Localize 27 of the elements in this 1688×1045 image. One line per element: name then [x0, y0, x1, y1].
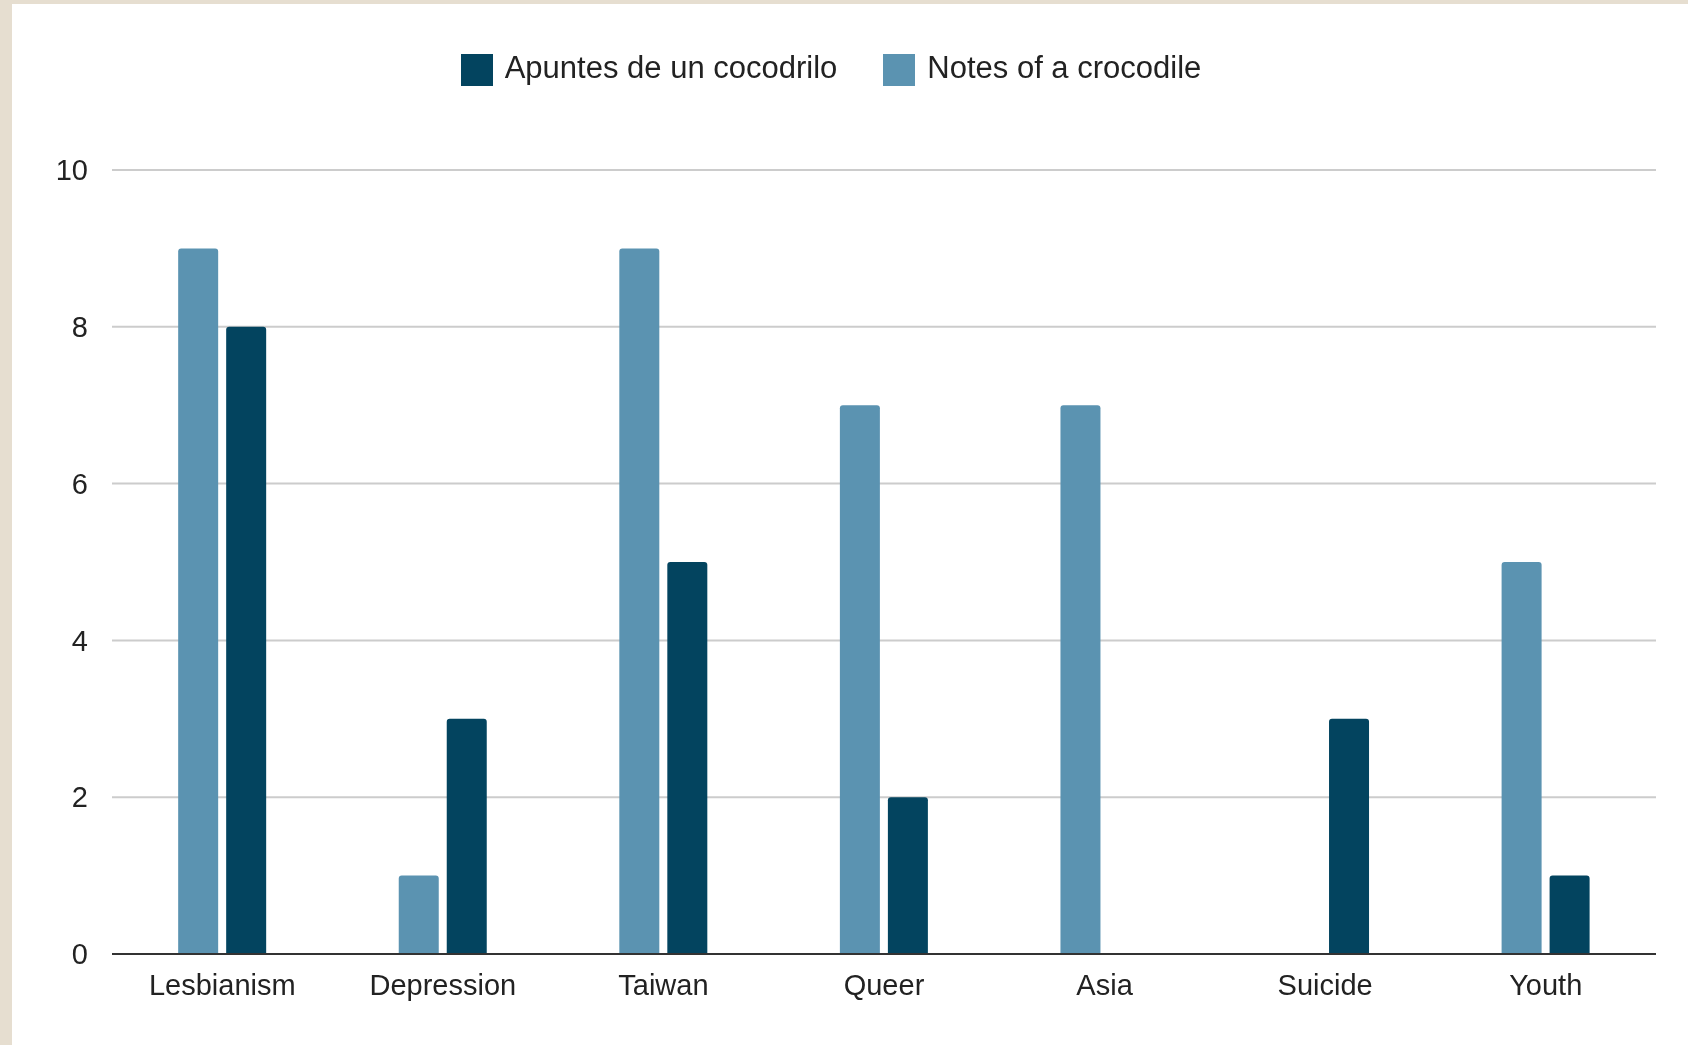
- bar: [667, 562, 708, 954]
- legend-label: Notes of a crocodile: [927, 50, 1202, 85]
- bar: [1060, 405, 1101, 954]
- bar: [887, 797, 928, 954]
- bar: [226, 326, 267, 954]
- x-tick-label: Suicide: [1277, 968, 1373, 1001]
- legend-label: Apuntes de un cocodrilo: [504, 50, 838, 85]
- bar: [1501, 562, 1542, 954]
- x-tick-label: Taiwan: [618, 968, 709, 1001]
- x-tick-label: Youth: [1509, 968, 1583, 1001]
- x-tick-label: Asia: [1076, 968, 1134, 1001]
- y-tick-label: 0: [71, 938, 88, 971]
- bar: [446, 718, 487, 954]
- bar: [619, 248, 660, 954]
- bar: [1329, 718, 1370, 954]
- y-tick-label: 10: [55, 154, 88, 187]
- y-tick-label: 6: [71, 467, 88, 500]
- bar: [839, 405, 880, 954]
- y-tick-label: 2: [71, 781, 88, 814]
- x-tick-label: Queer: [843, 968, 925, 1001]
- x-tick-label: Lesbianism: [148, 968, 296, 1001]
- y-tick-label: 8: [71, 311, 88, 344]
- bar: [398, 875, 439, 954]
- bar: [178, 248, 219, 954]
- bar: [1549, 875, 1590, 954]
- y-tick-label: 4: [71, 624, 88, 657]
- x-tick-label: Depression: [369, 968, 517, 1001]
